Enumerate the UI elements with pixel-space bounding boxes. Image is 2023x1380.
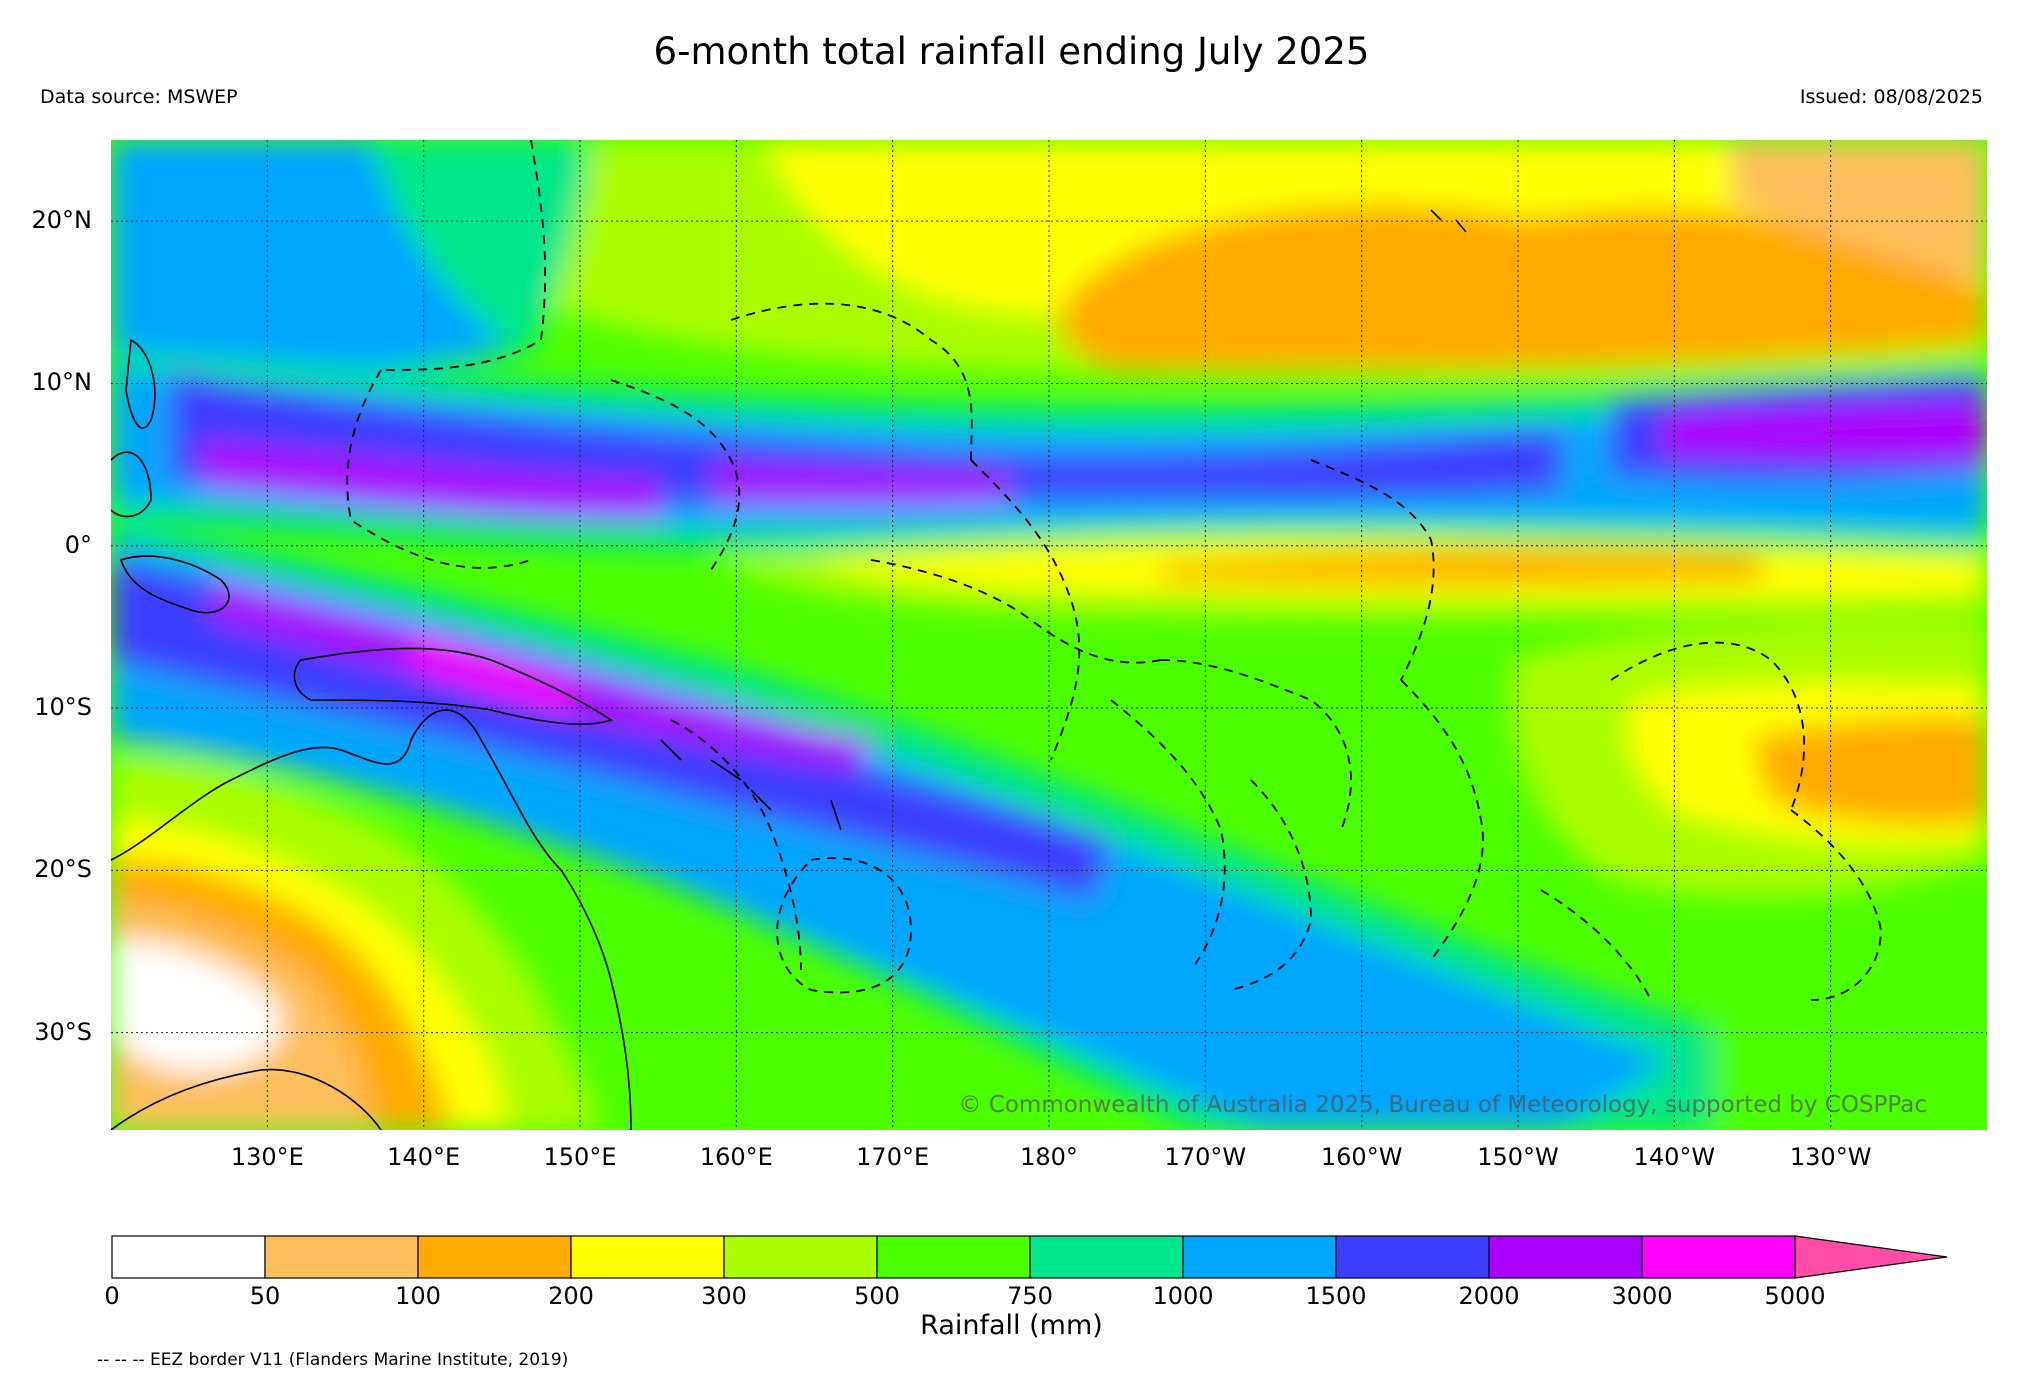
colorbar-tick-label: 1000 bbox=[1152, 1282, 1214, 1310]
colorbar-swatch bbox=[111, 1235, 266, 1279]
coastlines bbox=[111, 209, 1467, 1130]
lat-label: 10°S bbox=[34, 693, 92, 722]
lon-label: 160°W bbox=[1320, 1143, 1403, 1171]
colorbar-title: Rainfall (mm) bbox=[920, 1310, 1103, 1341]
lat-label: 30°S bbox=[34, 1017, 92, 1046]
colorbar-tick-label: 0 bbox=[104, 1282, 120, 1310]
colorbar-tick-label: 200 bbox=[548, 1282, 594, 1310]
colorbar-swatch bbox=[264, 1235, 419, 1279]
eez-border-note: -- -- -- EEZ border V11 (Flanders Marine… bbox=[97, 1350, 569, 1370]
colorbar-tick-label: 100 bbox=[395, 1282, 441, 1310]
colorbar-extend-arrow bbox=[1794, 1235, 1948, 1279]
lat-label: 20°S bbox=[34, 855, 92, 884]
eez-borders bbox=[346, 140, 1882, 1001]
colorbar-swatch bbox=[570, 1235, 725, 1279]
colorbar-swatch bbox=[1029, 1235, 1184, 1279]
copyright-watermark: © Commonwealth of Australia 2025, Bureau… bbox=[958, 1092, 1927, 1118]
lat-label: 0° bbox=[64, 530, 92, 559]
lon-label: 170°W bbox=[1164, 1143, 1247, 1171]
colorbar-tick-label: 2000 bbox=[1458, 1282, 1520, 1310]
colorbar-tick-label: 3000 bbox=[1611, 1282, 1673, 1310]
colorbar-swatch bbox=[1335, 1235, 1490, 1279]
colorbar-swatch bbox=[417, 1235, 572, 1279]
lat-label: 10°N bbox=[31, 368, 93, 397]
rainfall-map: © Commonwealth of Australia 2025, Bureau… bbox=[111, 140, 1987, 1130]
colorbar-tick-label: 750 bbox=[1007, 1282, 1053, 1310]
lon-label: 130°W bbox=[1789, 1143, 1872, 1171]
lon-label: 140°W bbox=[1633, 1143, 1716, 1171]
colorbar-tick-label: 50 bbox=[249, 1282, 281, 1310]
colorbar bbox=[111, 1235, 1948, 1279]
issued-date-label: Issued: 08/08/2025 bbox=[1799, 86, 1983, 108]
lon-label: 160°E bbox=[699, 1143, 773, 1171]
lon-label: 180° bbox=[1020, 1143, 1078, 1171]
lon-label: 130°E bbox=[230, 1143, 304, 1171]
lon-label: 150°W bbox=[1477, 1143, 1559, 1171]
colorbar-tick-label: 1500 bbox=[1305, 1282, 1367, 1310]
lon-label: 140°E bbox=[387, 1143, 461, 1171]
colorbar-tick-label: 300 bbox=[701, 1282, 747, 1310]
colorbar-swatch bbox=[1641, 1235, 1796, 1279]
colorbar-tick-label: 5000 bbox=[1764, 1282, 1826, 1310]
colorbar-tick-label: 500 bbox=[854, 1282, 900, 1310]
colorbar-swatch bbox=[876, 1235, 1031, 1279]
colorbar-swatch bbox=[723, 1235, 878, 1279]
colorbar-swatch bbox=[1488, 1235, 1643, 1279]
data-source-label: Data source: MSWEP bbox=[40, 86, 238, 108]
lon-label: 170°E bbox=[856, 1143, 930, 1171]
colorbar-swatch bbox=[1182, 1235, 1337, 1279]
graticule bbox=[111, 140, 1987, 1130]
lat-label: 20°N bbox=[31, 206, 93, 235]
chart-title: 6-month total rainfall ending July 2025 bbox=[653, 30, 1370, 73]
lon-label: 150°E bbox=[543, 1143, 617, 1171]
